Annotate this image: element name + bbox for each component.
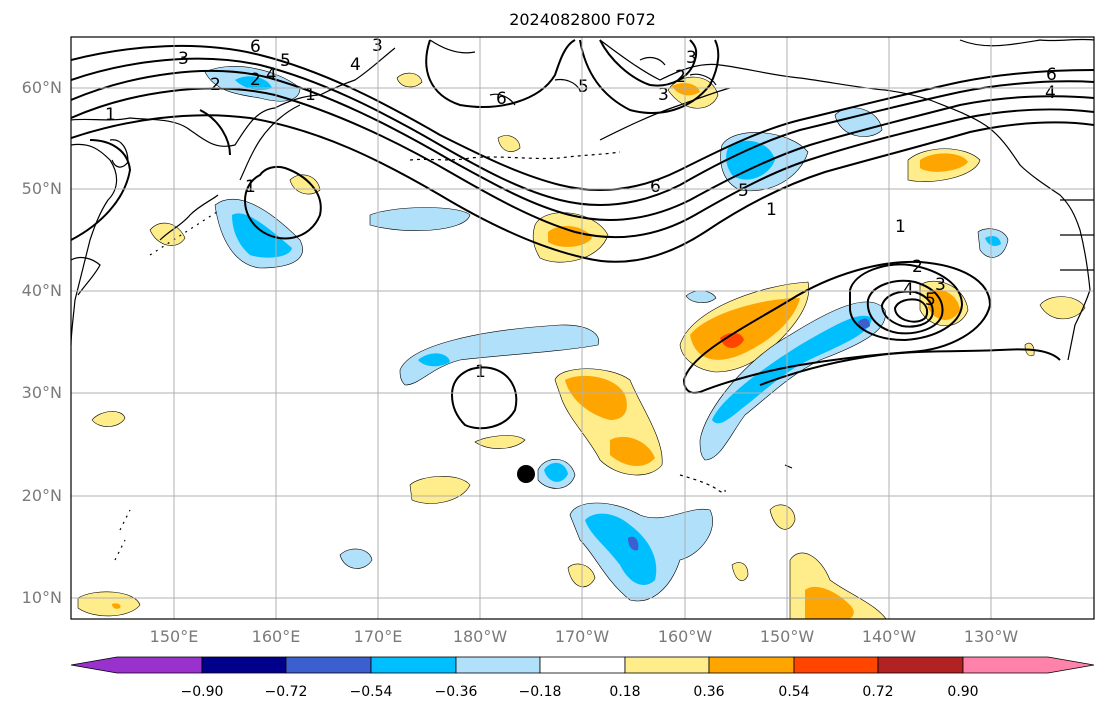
- lat-label: 60°N: [21, 78, 62, 97]
- contour-label: 1: [305, 85, 316, 105]
- contour-label: 4: [903, 280, 914, 300]
- contour-label: 3: [372, 36, 383, 56]
- location-marker: [517, 465, 535, 483]
- lon-label: 160°E: [251, 627, 301, 646]
- contour-label: 6: [1046, 65, 1057, 85]
- map-title: 2024082800 F072: [509, 10, 656, 29]
- lon-label: 140°W: [861, 627, 917, 646]
- contour-label: 3: [658, 85, 669, 105]
- contour-label: 1: [895, 217, 906, 237]
- lon-label: 170°W: [554, 627, 610, 646]
- contour-label: 1: [766, 200, 777, 220]
- contour-label: 3: [935, 275, 946, 295]
- colorbar-tick-label: −0.18: [518, 684, 562, 700]
- contour-label: 2: [675, 67, 686, 87]
- contour-label: 4: [266, 65, 277, 85]
- contour-label: 1: [245, 177, 256, 197]
- colorbar-segment: [285, 656, 372, 674]
- colorbar-tick-label: −0.54: [349, 684, 393, 700]
- contour-label: 6: [650, 177, 661, 197]
- colorbar-segment: [70, 656, 203, 674]
- contour-label: 1: [105, 105, 116, 125]
- contour-label: 6: [250, 37, 261, 57]
- contour-label: 2: [250, 70, 261, 90]
- contour-label: 5: [578, 77, 589, 97]
- lon-label: 180°W: [452, 627, 508, 646]
- lat-label: 50°N: [21, 179, 62, 198]
- lon-label: 150°E: [149, 627, 199, 646]
- lon-label: 130°W: [963, 627, 1019, 646]
- colorbar-segment: [370, 656, 457, 674]
- colorbar-tick-label: 0.36: [693, 684, 725, 700]
- colorbar-tick-label: 0.54: [778, 684, 810, 700]
- contour-labels: 3 6 5 4 3 2 1 1 6 5 3 2 3 6 5 1 4 6 1 1 …: [105, 36, 1057, 382]
- contour-label: 5: [738, 181, 749, 201]
- lat-label: 40°N: [21, 281, 62, 300]
- colorbar-segment: [539, 656, 626, 674]
- colorbar-segment: [624, 656, 710, 674]
- map-frame: [70, 36, 1095, 620]
- colorbar-segment: [962, 656, 1095, 674]
- contour-label: 6: [496, 89, 507, 109]
- colorbar-tick-label: −0.90: [180, 684, 224, 700]
- lon-label: 170°E: [353, 627, 403, 646]
- colorbar: [70, 656, 1095, 674]
- colorbar-tick-label: −0.36: [434, 684, 478, 700]
- colorbar-tick-label: 0.72: [862, 684, 894, 700]
- colorbar-tick-label: 0.90: [947, 684, 979, 700]
- colorbar-segment: [201, 656, 287, 674]
- lat-label: 30°N: [21, 383, 62, 402]
- contour-lines: [71, 39, 1094, 430]
- lat-label: 20°N: [21, 486, 62, 505]
- lon-label: 160°W: [657, 627, 713, 646]
- colorbar-segment: [793, 656, 879, 674]
- coastlines: [71, 38, 1094, 561]
- contour-label: 4: [1045, 83, 1056, 103]
- colorbar-segment: [455, 656, 541, 674]
- contour-label: 5: [925, 290, 936, 310]
- colorbar-tick-label: 0.18: [609, 684, 641, 700]
- colorbar-tick-label: −0.72: [264, 684, 308, 700]
- lat-label: 10°N: [21, 588, 62, 607]
- contour-label: 3: [178, 49, 189, 69]
- contour-label: 2: [210, 75, 221, 95]
- lon-label: 150°W: [759, 627, 815, 646]
- contour-label: 3: [686, 48, 697, 68]
- contour-label: 5: [280, 51, 291, 71]
- colorbar-segment: [877, 656, 964, 674]
- colorbar-segment: [708, 656, 795, 674]
- contour-label: 2: [912, 257, 923, 277]
- contour-label: 4: [350, 55, 361, 75]
- gridlines: [71, 37, 1094, 619]
